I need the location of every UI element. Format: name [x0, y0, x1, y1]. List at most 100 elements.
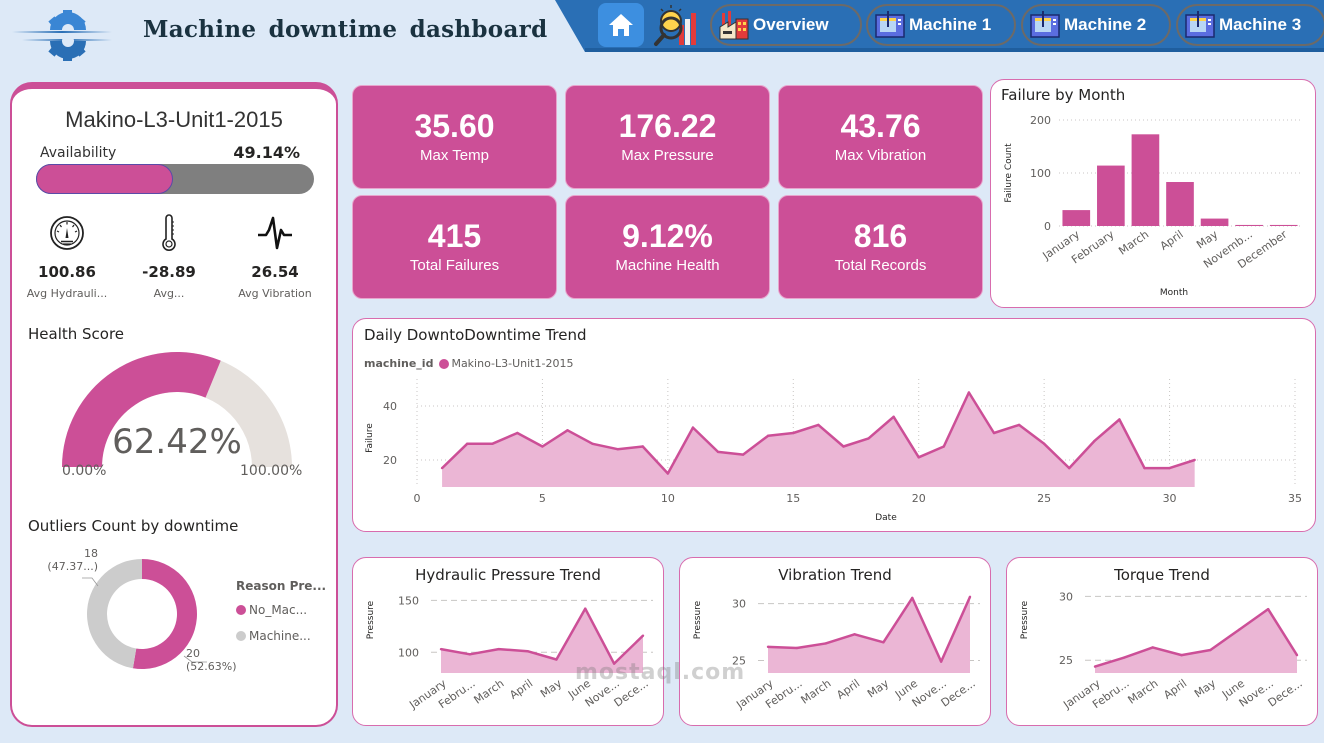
- data-point[interactable]: [992, 431, 996, 435]
- data-point[interactable]: [892, 415, 895, 418]
- data-point[interactable]: [842, 445, 845, 448]
- data-point[interactable]: [817, 423, 820, 427]
- data-point[interactable]: [1143, 466, 1146, 470]
- data-point[interactable]: [767, 434, 770, 437]
- data-point[interactable]: [968, 595, 972, 599]
- series-line[interactable]: [440, 607, 644, 665]
- data-point[interactable]: [616, 448, 619, 451]
- bar[interactable]: [1235, 224, 1263, 226]
- kpi-label: Max Temp: [420, 147, 489, 164]
- x-axis-title: Month: [1160, 288, 1188, 298]
- data-point[interactable]: [440, 466, 444, 470]
- legend-label[interactable]: Makino-L3-Unit1-2015: [451, 357, 574, 370]
- data-point[interactable]: [641, 634, 645, 637]
- outliers-donut-chart: [82, 559, 207, 669]
- data-point[interactable]: [691, 426, 695, 429]
- legend-item-no-machine[interactable]: No_Mac...: [236, 603, 307, 617]
- data-point[interactable]: [882, 641, 885, 644]
- data-point[interactable]: [939, 660, 943, 663]
- data-point[interactable]: [555, 658, 558, 661]
- data-point[interactable]: [1017, 423, 1021, 427]
- y-tick-label: 200: [1030, 114, 1051, 127]
- data-point[interactable]: [584, 607, 587, 610]
- legend-item-machine[interactable]: Machine...: [236, 629, 311, 643]
- legend-dot: [236, 631, 246, 641]
- donut-label-pct: (47.37...): [47, 560, 98, 573]
- nav-machine-2-button[interactable]: Machine 2: [1021, 4, 1171, 46]
- data-point[interactable]: [516, 431, 519, 435]
- data-point[interactable]: [1118, 418, 1121, 421]
- data-point[interactable]: [1266, 607, 1270, 611]
- chart-title: Hydraulic Pressure Trend: [415, 566, 601, 584]
- data-point[interactable]: [1122, 656, 1126, 659]
- data-point[interactable]: [853, 633, 856, 636]
- insights-button[interactable]: [651, 3, 701, 47]
- data-point[interactable]: [942, 445, 945, 448]
- data-point[interactable]: [465, 442, 469, 445]
- data-point[interactable]: [591, 442, 594, 445]
- data-point[interactable]: [716, 450, 720, 454]
- bar[interactable]: [1097, 165, 1125, 226]
- legend-label: Machine...: [249, 629, 311, 643]
- data-point[interactable]: [917, 456, 920, 459]
- pulse-icon: [258, 216, 292, 250]
- bar[interactable]: [1131, 134, 1160, 226]
- data-point[interactable]: [439, 647, 443, 651]
- data-point[interactable]: [641, 445, 644, 448]
- donut-label-value: 18: [84, 547, 98, 560]
- kpi-label: Total Records: [834, 257, 927, 274]
- home-button[interactable]: [598, 3, 644, 47]
- data-point[interactable]: [1180, 653, 1183, 657]
- data-point[interactable]: [867, 437, 870, 440]
- data-point[interactable]: [1193, 458, 1196, 462]
- data-point[interactable]: [911, 596, 914, 600]
- bar[interactable]: [1269, 224, 1298, 226]
- bar[interactable]: [1166, 182, 1194, 226]
- data-point[interactable]: [766, 645, 770, 649]
- data-point[interactable]: [967, 391, 971, 394]
- data-point[interactable]: [468, 653, 472, 656]
- data-point[interactable]: [792, 431, 795, 435]
- data-point[interactable]: [1209, 648, 1212, 652]
- data-point[interactable]: [666, 472, 670, 475]
- data-point[interactable]: [1295, 653, 1299, 657]
- chart-title: Daily DowntoDowntime Trend: [364, 326, 587, 344]
- data-point[interactable]: [795, 646, 799, 650]
- data-point[interactable]: [1168, 466, 1171, 470]
- series-line[interactable]: [767, 596, 972, 663]
- x-tick-label: March: [471, 677, 506, 707]
- nav-machine-1-button[interactable]: Machine 1: [866, 4, 1016, 46]
- nav-overview-button[interactable]: Overview: [710, 4, 862, 46]
- nav-machine-3-button[interactable]: Machine 3: [1176, 4, 1324, 46]
- data-point[interactable]: [1151, 646, 1154, 649]
- donut-slice-1[interactable]: [87, 559, 142, 669]
- kpi-label: Total Failures: [409, 257, 500, 274]
- data-point[interactable]: [741, 453, 745, 456]
- kpi-value: 43.76: [840, 108, 921, 144]
- x-axis-title: Date: [875, 513, 897, 523]
- donut-legend-title: Reason Pre...: [236, 579, 327, 593]
- y-tick-label: 100: [1030, 167, 1051, 180]
- data-point[interactable]: [1068, 466, 1071, 470]
- data-point[interactable]: [612, 662, 616, 665]
- data-point[interactable]: [1093, 439, 1096, 443]
- kpi-value: 176.22: [618, 108, 717, 144]
- data-point[interactable]: [526, 650, 529, 653]
- bar[interactable]: [1062, 210, 1091, 226]
- data-point[interactable]: [1093, 665, 1097, 668]
- bar[interactable]: [1200, 218, 1229, 226]
- data-point[interactable]: [1238, 628, 1241, 631]
- donut-slice-0[interactable]: [132, 559, 197, 669]
- chart-legend: machine_id Makino-L3-Unit1-2015: [364, 357, 573, 370]
- data-point[interactable]: [541, 445, 544, 448]
- data-point[interactable]: [491, 442, 494, 445]
- data-point[interactable]: [1042, 442, 1046, 445]
- machine-name: Makino-L3-Unit1-2015: [65, 107, 283, 132]
- series-line[interactable]: [1094, 607, 1299, 668]
- data-point[interactable]: [497, 647, 500, 651]
- data-point[interactable]: [824, 642, 827, 645]
- data-point[interactable]: [566, 429, 569, 432]
- kpi-total-failures: 415 Total Failures: [352, 195, 557, 299]
- y-tick-label: 25: [732, 654, 746, 667]
